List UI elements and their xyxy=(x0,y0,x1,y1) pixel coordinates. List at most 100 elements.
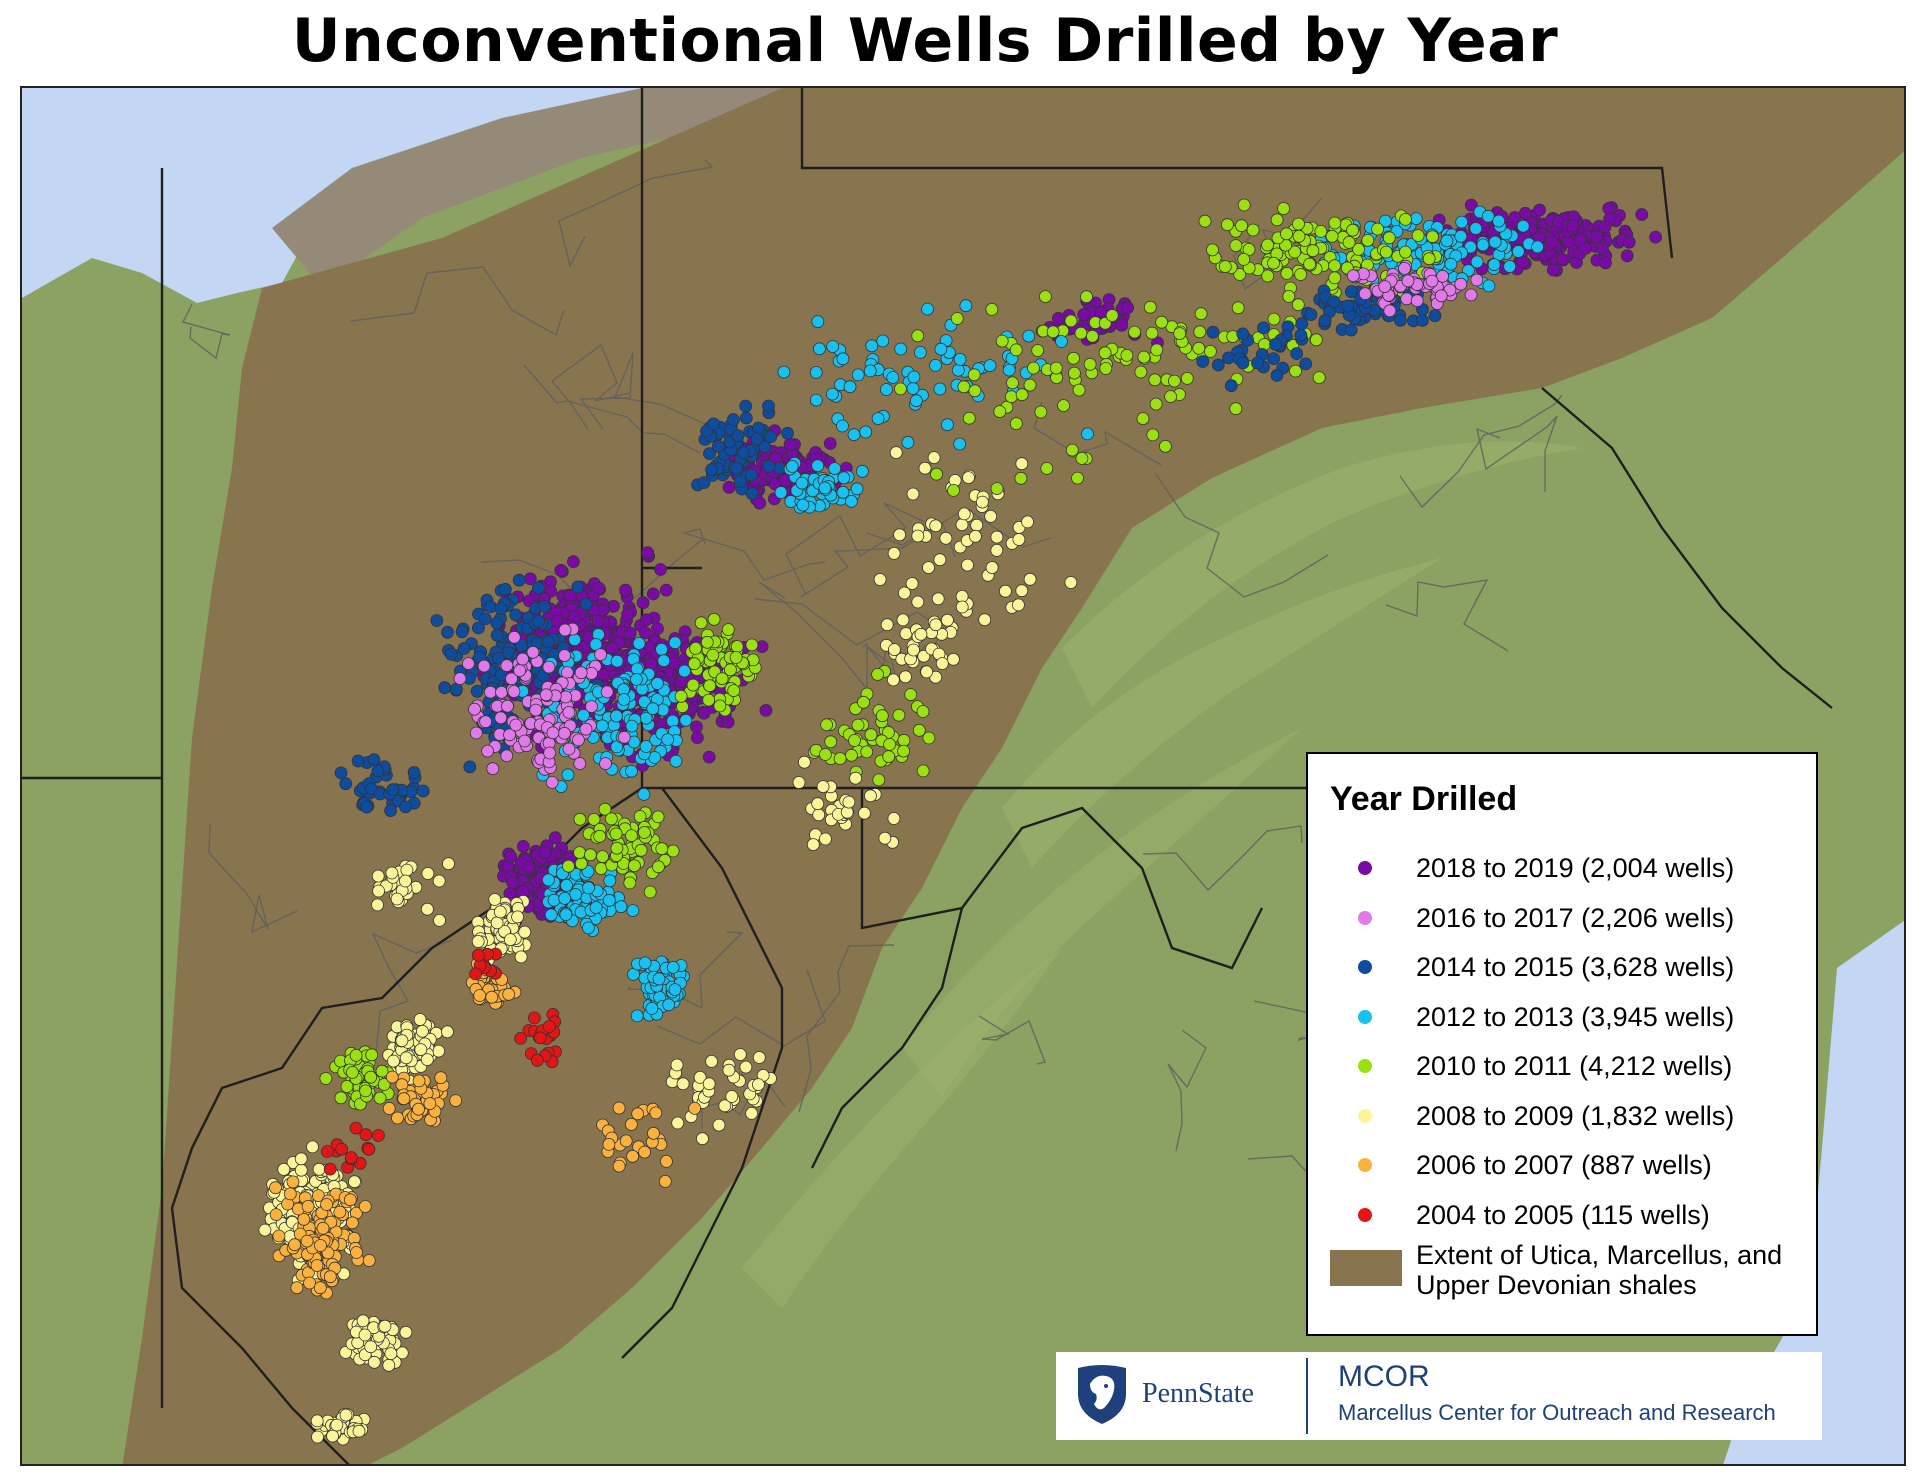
well-point xyxy=(1440,234,1454,248)
well-point xyxy=(752,1051,766,1064)
well-point xyxy=(811,315,825,329)
well-point xyxy=(444,647,458,661)
well-point xyxy=(1411,229,1425,243)
well-point xyxy=(1379,245,1393,259)
well-point xyxy=(602,1138,616,1151)
well-point xyxy=(350,1246,363,1259)
well-point xyxy=(640,613,653,627)
well-point xyxy=(558,623,572,637)
well-point xyxy=(1242,242,1256,256)
well-point xyxy=(364,1070,378,1084)
well-point xyxy=(300,1234,314,1248)
well-point xyxy=(362,1254,376,1267)
well-point xyxy=(927,451,941,465)
shale-extent-swatch xyxy=(1330,1250,1402,1286)
well-point xyxy=(554,563,568,577)
well-point xyxy=(503,933,517,946)
well-point xyxy=(433,914,446,927)
well-point xyxy=(621,608,634,621)
well-point xyxy=(707,612,721,626)
well-point xyxy=(301,1200,315,1213)
well-point xyxy=(1027,361,1040,375)
well-point xyxy=(759,704,773,717)
well-point xyxy=(614,900,628,914)
well-point xyxy=(686,678,700,692)
county-line xyxy=(758,581,868,691)
well-point xyxy=(594,862,608,875)
well-point xyxy=(494,711,508,725)
well-point xyxy=(1482,279,1496,293)
well-point xyxy=(705,1055,718,1068)
well-point xyxy=(1314,224,1328,238)
well-point xyxy=(745,638,759,652)
well-point xyxy=(864,728,878,742)
well-point xyxy=(420,1053,434,1066)
well-point xyxy=(1503,260,1517,273)
well-point xyxy=(806,838,820,851)
well-point xyxy=(1289,364,1302,378)
well-point xyxy=(887,546,901,560)
well-point xyxy=(1464,198,1478,212)
well-point xyxy=(691,731,704,744)
well-point xyxy=(503,728,516,742)
well-point xyxy=(630,673,643,686)
well-point xyxy=(706,648,720,662)
well-point xyxy=(1292,217,1305,231)
legend-dot xyxy=(1358,1208,1372,1222)
well-point xyxy=(916,764,930,778)
well-point xyxy=(1596,242,1609,255)
well-point xyxy=(955,589,969,603)
well-point xyxy=(326,1429,340,1443)
county-line xyxy=(1033,401,1162,466)
well-point xyxy=(352,1424,366,1438)
county-line xyxy=(1476,415,1558,492)
well-point xyxy=(764,430,778,444)
well-point xyxy=(373,1091,387,1105)
well-point xyxy=(559,908,573,921)
well-point xyxy=(595,719,609,733)
well-point xyxy=(1422,252,1436,266)
well-point xyxy=(1306,244,1320,258)
well-point xyxy=(1280,266,1294,280)
well-point xyxy=(407,766,421,779)
well-point xyxy=(617,730,631,744)
well-point xyxy=(643,885,657,899)
well-point xyxy=(1146,428,1160,442)
well-point xyxy=(666,844,680,858)
well-point xyxy=(594,648,607,661)
well-point xyxy=(916,705,930,718)
well-point xyxy=(442,857,455,871)
well-point xyxy=(582,881,595,895)
well-point xyxy=(843,380,857,394)
legend-item-2018-2019: 2018 to 2019 (2,004 wells) xyxy=(1308,848,1816,888)
well-point xyxy=(655,643,668,656)
well-point xyxy=(484,600,498,614)
well-point xyxy=(1455,215,1469,229)
well-point xyxy=(377,1078,391,1091)
well-point xyxy=(847,428,861,442)
well-point xyxy=(666,961,680,974)
well-point xyxy=(311,1189,325,1202)
well-point xyxy=(1342,235,1356,249)
well-point xyxy=(750,432,764,446)
well-point xyxy=(1198,214,1212,228)
legend-title: Year Drilled xyxy=(1330,780,1518,818)
well-point xyxy=(1168,374,1181,388)
well-point xyxy=(646,702,660,716)
county-line xyxy=(681,528,826,581)
well-point xyxy=(610,740,624,754)
well-point xyxy=(502,987,516,1001)
well-point xyxy=(955,518,969,532)
well-point xyxy=(457,642,471,655)
well-point xyxy=(1077,308,1090,322)
shale-extent xyxy=(122,88,1904,1464)
well-point xyxy=(1067,351,1080,365)
well-point xyxy=(358,1200,372,1213)
well-point xyxy=(351,754,365,768)
well-point xyxy=(416,784,430,798)
well-point xyxy=(378,1319,392,1333)
legend-label: 2016 to 2017 (2,206 wells) xyxy=(1416,903,1735,933)
well-point xyxy=(516,652,530,666)
well-point xyxy=(500,659,514,672)
well-point xyxy=(941,613,954,627)
